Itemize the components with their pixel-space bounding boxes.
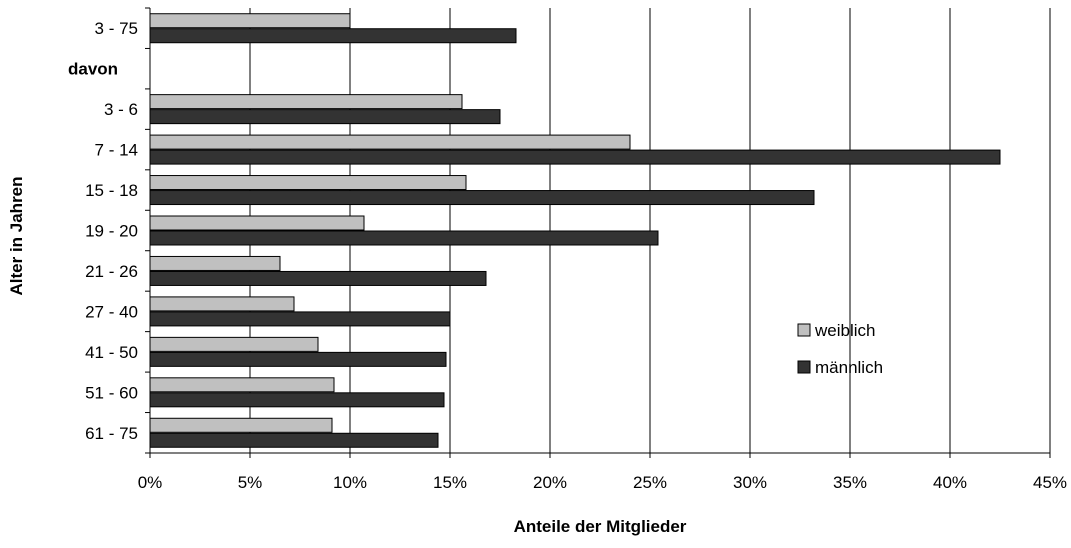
category-label: 3 - 75	[95, 19, 138, 38]
legend-label-maennlich: männlich	[815, 358, 883, 377]
bar-weiblich	[149, 175, 467, 191]
bars	[149, 13, 1001, 448]
x-tick-label: 30%	[733, 473, 767, 492]
bar-maennlich	[149, 190, 815, 206]
tick-labels: 0% 5% 10% 15% 20% 25% 30% 35% 40% 45%	[138, 473, 1067, 492]
axes	[145, 7, 1051, 458]
bar-maennlich	[149, 351, 447, 367]
legend-swatch-maennlich	[797, 360, 811, 374]
x-tick-label: 0%	[138, 473, 163, 492]
category-label: 41 - 50	[85, 343, 138, 362]
category-label: 3 - 6	[104, 100, 138, 119]
x-tick-label: 10%	[333, 473, 367, 492]
x-tick-label: 25%	[633, 473, 667, 492]
x-axis-title: Anteile der Mitglieder	[514, 517, 687, 536]
x-tick-label: 15%	[433, 473, 467, 492]
category-label: 21 - 26	[85, 262, 138, 281]
legend-label-weiblich: weiblich	[814, 321, 875, 340]
y-axis-title: Alter in Jahren	[7, 176, 26, 295]
category-label: 27 - 40	[85, 302, 138, 321]
bar-weiblich	[149, 215, 365, 231]
category-label: 61 - 75	[85, 424, 138, 443]
bar-maennlich	[149, 392, 445, 408]
bar-weiblich	[149, 336, 319, 352]
bar-weiblich	[149, 296, 295, 312]
category-group-label: davon	[68, 60, 118, 79]
x-tick-label: 35%	[833, 473, 867, 492]
bar-maennlich	[149, 109, 501, 125]
legend: weiblich männlich	[797, 321, 883, 377]
bar-maennlich	[149, 311, 451, 327]
bar-weiblich	[149, 94, 463, 110]
x-tick-label: 5%	[238, 473, 263, 492]
legend-swatch-weiblich	[797, 323, 811, 337]
x-tick-label: 45%	[1033, 473, 1067, 492]
bar-weiblich	[149, 377, 335, 393]
category-label: 19 - 20	[85, 222, 138, 241]
bar-weiblich	[149, 13, 351, 29]
bar-maennlich	[149, 149, 1001, 165]
bar-maennlich	[149, 270, 487, 286]
bar-maennlich	[149, 230, 659, 246]
bar-weiblich	[149, 255, 281, 271]
bar-maennlich	[149, 432, 439, 448]
category-label: 15 - 18	[85, 181, 138, 200]
bar-weiblich	[149, 134, 631, 150]
bar-maennlich	[149, 28, 517, 44]
category-label: 7 - 14	[95, 141, 138, 160]
category-labels: 3 - 75 davon 3 - 6 7 - 14 15 - 18 19 - 20 21 -…	[68, 19, 138, 443]
x-tick-label: 40%	[933, 473, 967, 492]
x-tick-label: 20%	[533, 473, 567, 492]
category-label: 51 - 60	[85, 383, 138, 402]
bar-weiblich	[149, 417, 333, 433]
